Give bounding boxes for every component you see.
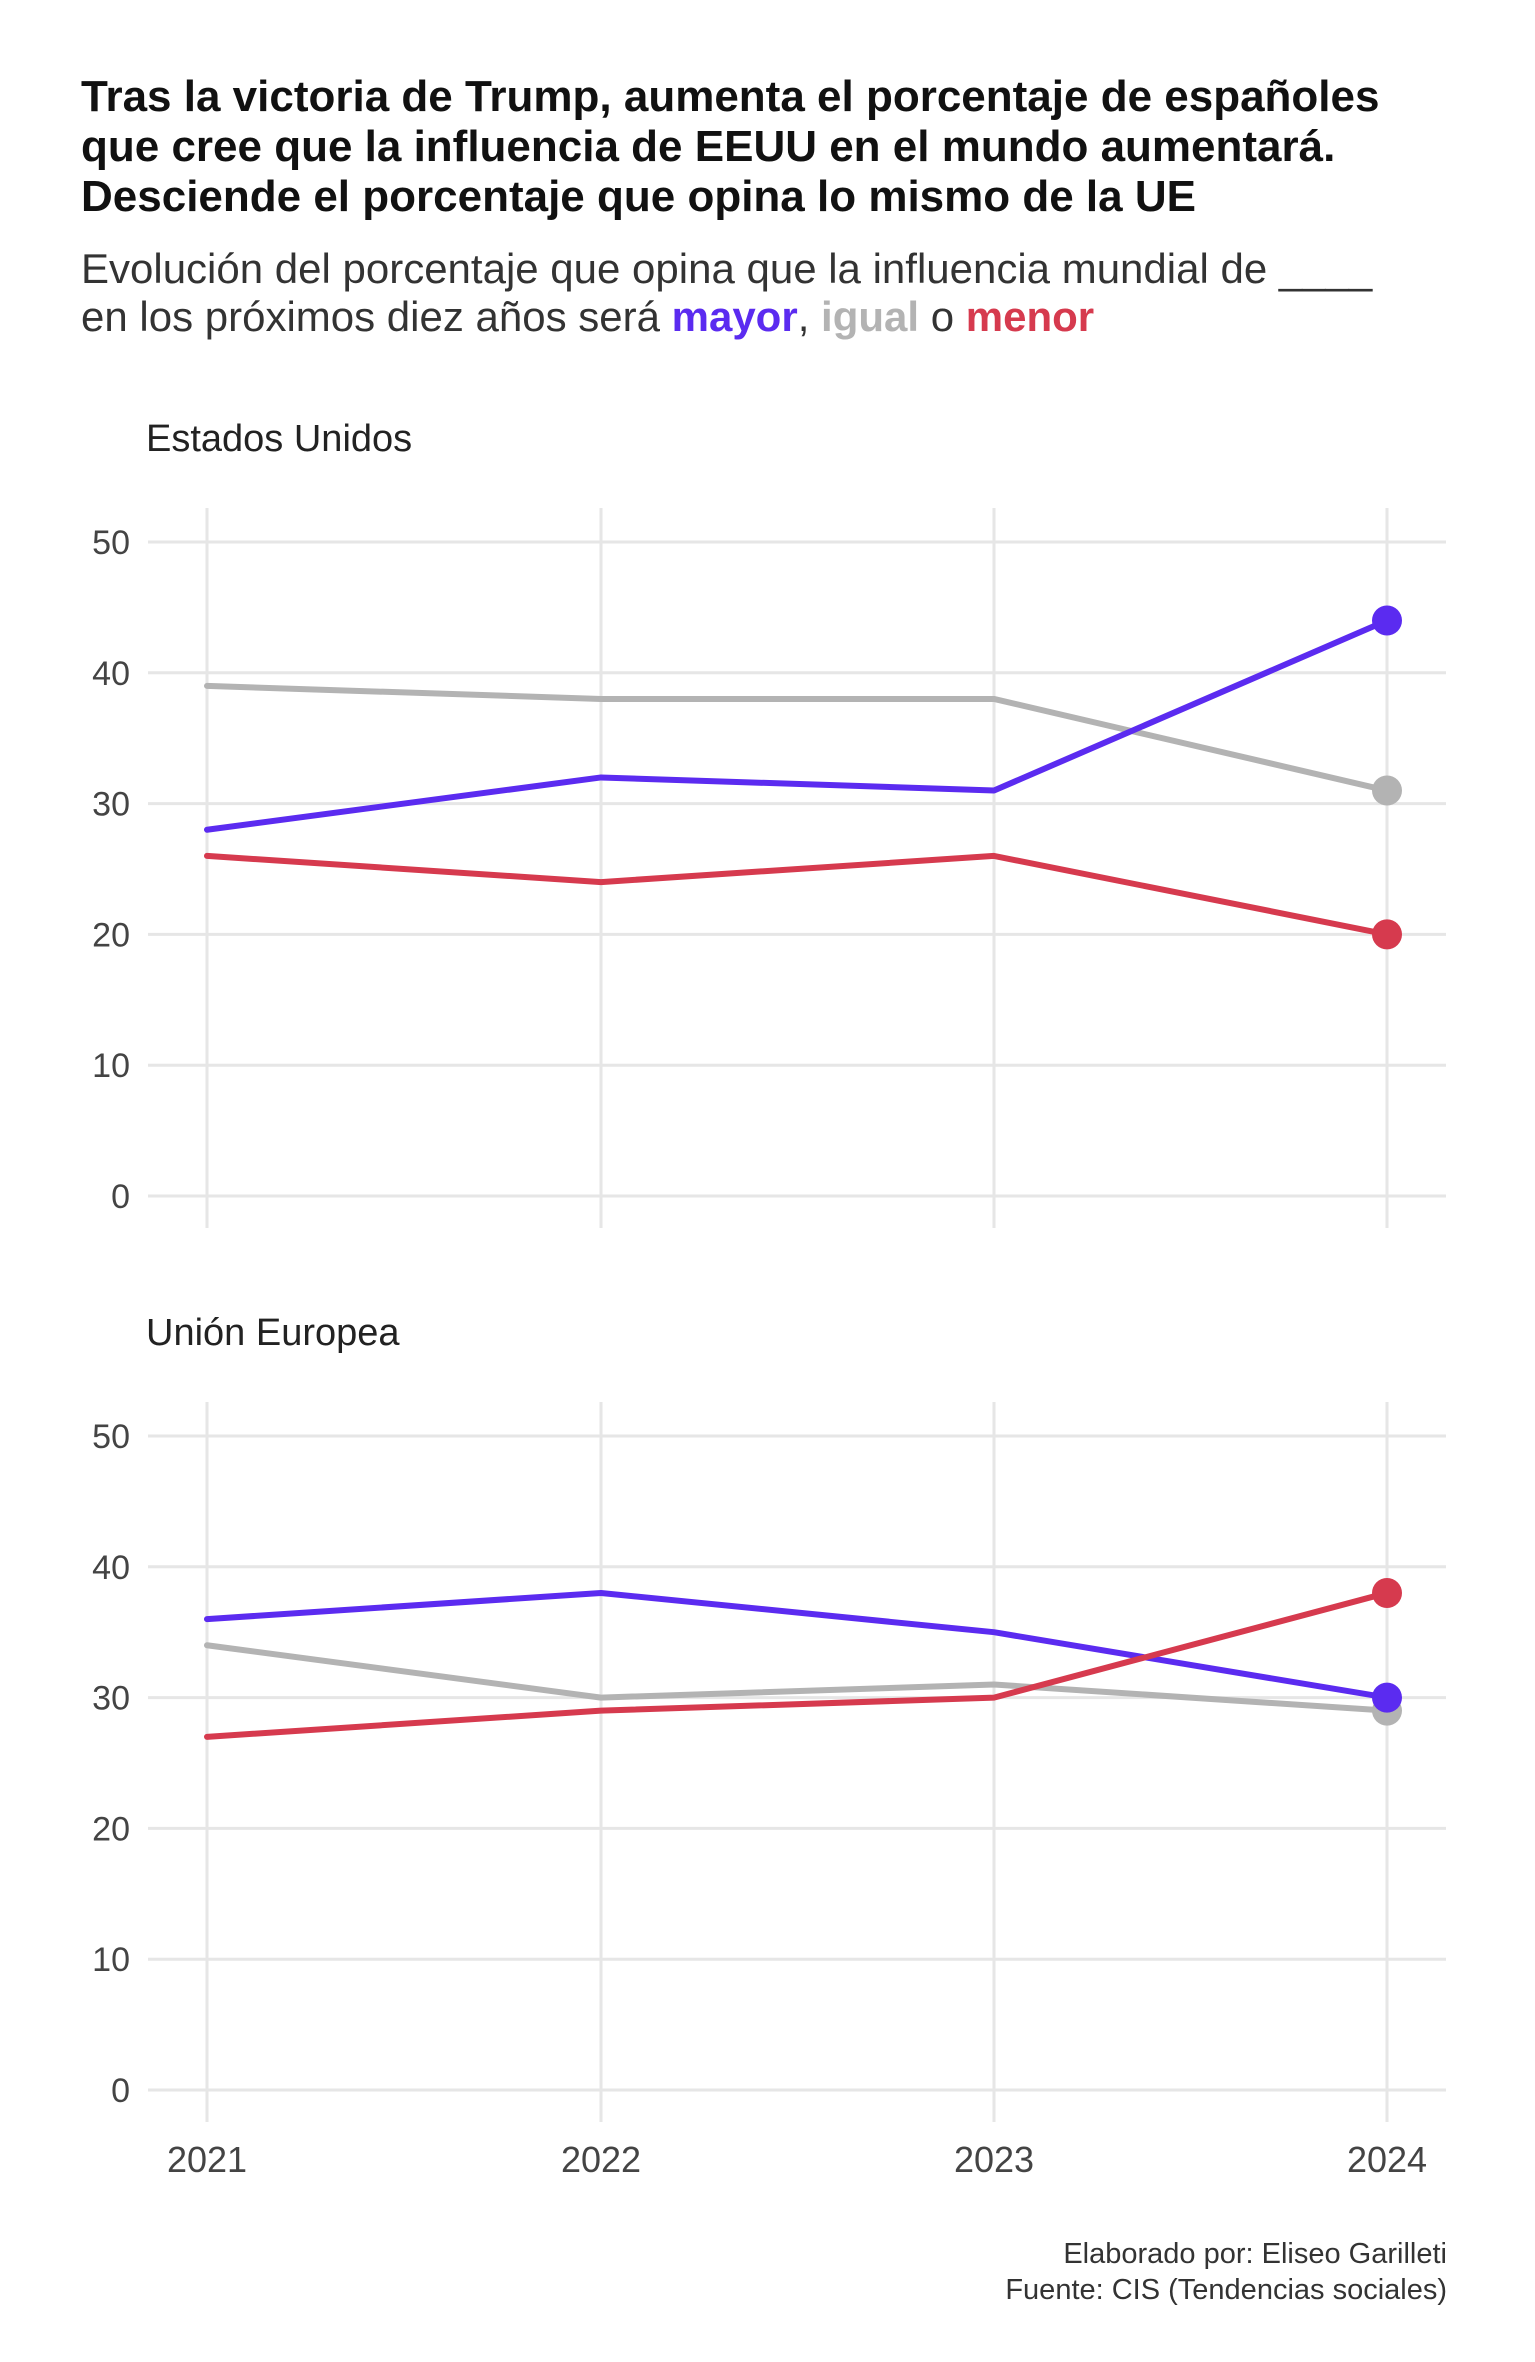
- ytick-label-ue-50: 50: [92, 1418, 130, 1456]
- ytick-label-eeuu-50: 50: [92, 524, 130, 562]
- panel-title-estados-unidos: Estados Unidos: [146, 418, 413, 460]
- series-line-ue-mayor: [204, 1589, 1390, 1701]
- xtick-label-2021: 2021: [167, 2139, 247, 2180]
- endpoint-marker-eeuu-mayor: [1372, 605, 1402, 636]
- xtick-label-2024: 2024: [1347, 2139, 1427, 2180]
- ytick-label-ue-0: 0: [111, 2072, 130, 2110]
- xtick-label-2023: 2023: [954, 2139, 1034, 2180]
- legend-keyword-menor: menor: [965, 293, 1095, 340]
- ytick-label-eeuu-30: 30: [92, 786, 130, 824]
- subtitle-prefix: en los próximos diez años será: [81, 293, 672, 340]
- endpoint-marker-eeuu-igual: [1372, 775, 1402, 806]
- subtitle-line-1: Evolución del porcentaje que opina que l…: [81, 245, 1373, 292]
- caption-author: Elaborado por: Eliseo Garilleti: [1063, 2238, 1447, 2270]
- ytick-label-eeuu-40: 40: [92, 655, 130, 693]
- ytick-label-ue-10: 10: [92, 1941, 130, 1979]
- endpoint-marker-ue-menor: [1372, 1577, 1402, 1608]
- series-line-eeuu-mayor: [204, 617, 1390, 833]
- ytick-label-eeuu-20: 20: [92, 916, 130, 954]
- series-line-ue-menor: [204, 1589, 1390, 1740]
- endpoint-marker-ue-mayor: [1372, 1682, 1402, 1713]
- series-line-eeuu-menor: [204, 852, 1390, 938]
- title-line-2: que cree que la influencia de EEUU en el…: [81, 122, 1336, 171]
- subtitle-line-2: en los próximos diez años será mayor, ig…: [81, 293, 1501, 341]
- ytick-label-ue-20: 20: [92, 1810, 130, 1848]
- endpoint-marker-eeuu-menor: [1372, 919, 1402, 950]
- xtick-label-2022: 2022: [561, 2139, 641, 2180]
- ytick-label-ue-40: 40: [92, 1549, 130, 1587]
- subtitle-separator-2: o: [919, 293, 966, 340]
- chart-title: Tras la victoria de Trump, aumenta el po…: [81, 72, 1481, 222]
- ytick-label-ue-30: 30: [92, 1680, 130, 1718]
- subtitle-separator-1: ,: [797, 293, 822, 340]
- title-line-1: Tras la victoria de Trump, aumenta el po…: [81, 72, 1380, 121]
- series-line-eeuu-igual: [204, 682, 1390, 794]
- chart-subtitle: Evolución del porcentaje que opina que l…: [81, 245, 1501, 341]
- ytick-label-eeuu-0: 0: [111, 1178, 130, 1216]
- legend-keyword-mayor: mayor: [671, 293, 798, 340]
- caption-source: Fuente: CIS (Tendencias sociales): [1005, 2274, 1447, 2306]
- series-line-ue-igual: [204, 1642, 1390, 1714]
- legend-keyword-igual: igual: [821, 293, 920, 340]
- title-line-3: Desciende el porcentaje que opina lo mis…: [81, 172, 1196, 221]
- ytick-label-eeuu-10: 10: [92, 1047, 130, 1085]
- caption: Elaborado por: Eliseo Garilleti Fuente: …: [1005, 2236, 1447, 2308]
- panel-title-union-europea: Unión Europea: [146, 1312, 400, 1354]
